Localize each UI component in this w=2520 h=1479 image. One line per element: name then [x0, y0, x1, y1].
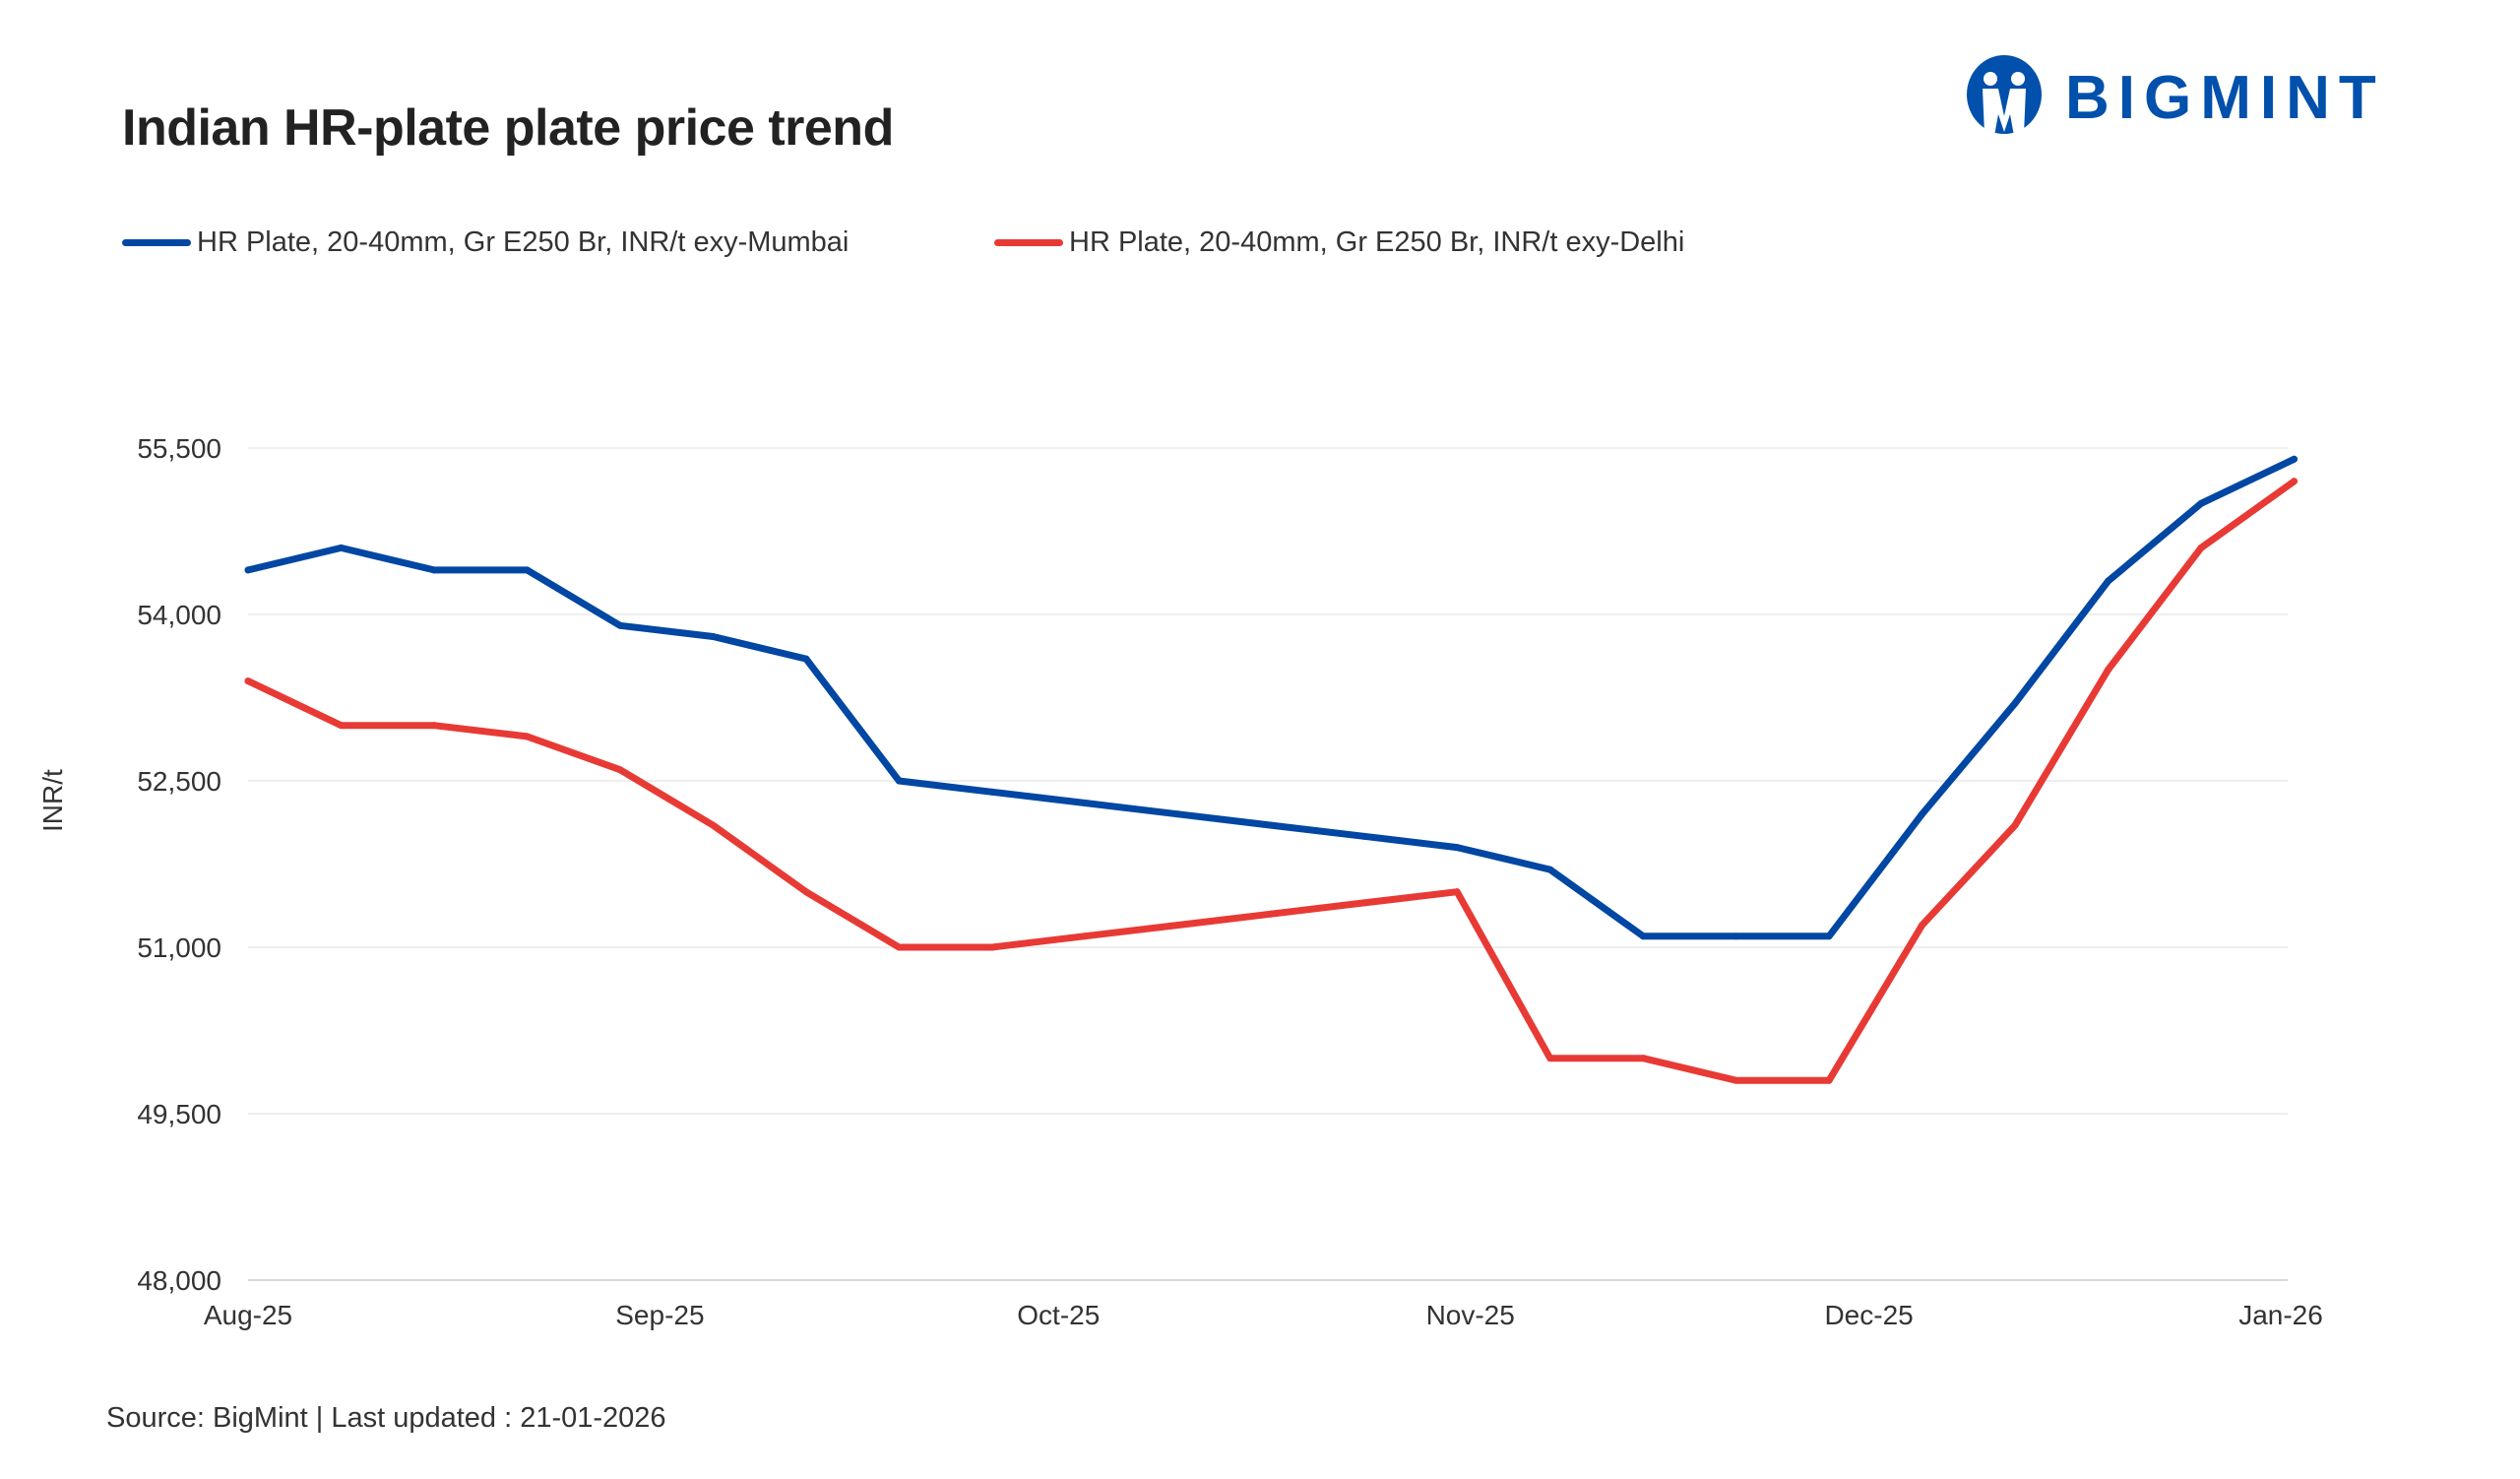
- data-point: [802, 888, 810, 896]
- data-point: [709, 821, 717, 829]
- x-tick-label: Sep-25: [615, 1300, 704, 1330]
- series-line-mumbai: [244, 455, 2298, 940]
- data-point: [1546, 866, 1554, 873]
- data-point: [430, 722, 438, 730]
- data-point: [1081, 932, 1089, 940]
- y-tick-label: 54,000: [137, 600, 221, 630]
- data-point: [2290, 478, 2298, 485]
- data-point: [430, 566, 438, 574]
- x-tick-label: Dec-25: [1824, 1300, 1913, 1330]
- y-tick-label: 49,500: [137, 1099, 221, 1129]
- legend-item-delhi[interactable]: HR Plate, 20-40mm, Gr E250 Br, INR/t exy…: [994, 226, 1684, 259]
- y-tick-label: 52,500: [137, 766, 221, 797]
- x-tick-label: Jan-26: [2238, 1300, 2323, 1330]
- bigmint-logo: BIGMINT: [1965, 55, 2385, 140]
- data-point: [616, 766, 624, 774]
- data-point: [895, 777, 903, 785]
- y-tick-label: 51,000: [137, 932, 221, 963]
- data-point: [1453, 844, 1461, 852]
- data-point: [1919, 921, 1926, 929]
- data-point: [337, 544, 345, 551]
- data-point: [895, 943, 903, 951]
- legend-label: HR Plate, 20-40mm, Gr E250 Br, INR/t exy…: [1069, 226, 1685, 258]
- x-tick-label: Oct-25: [1017, 1300, 1100, 1330]
- bigmint-logo-icon: [1967, 55, 2042, 136]
- data-point: [2197, 499, 2205, 507]
- data-point: [1360, 832, 1368, 840]
- data-point: [1639, 1055, 1647, 1062]
- data-point: [1732, 1076, 1740, 1084]
- legend-swatch: [122, 239, 191, 246]
- data-point: [709, 633, 717, 641]
- data-point: [523, 566, 531, 574]
- y-tick-label: 48,000: [137, 1265, 221, 1296]
- data-point: [988, 943, 996, 951]
- data-point: [1267, 821, 1275, 829]
- legend-label: HR Plate, 20-40mm, Gr E250 Br, INR/t exy…: [197, 226, 850, 258]
- data-point: [1732, 932, 1740, 940]
- data-point: [1360, 899, 1368, 907]
- data-point: [2105, 577, 2112, 585]
- data-point: [1174, 921, 1182, 929]
- x-tick-label: Nov-25: [1426, 1300, 1515, 1330]
- data-point: [2011, 821, 2019, 829]
- data-point: [988, 788, 996, 796]
- data-point: [1453, 888, 1461, 896]
- data-point: [802, 655, 810, 663]
- data-point: [1639, 932, 1647, 940]
- data-point: [337, 722, 345, 730]
- data-point: [244, 677, 252, 685]
- data-point: [1267, 910, 1275, 918]
- data-point: [1546, 1055, 1554, 1062]
- data-point: [2290, 455, 2298, 463]
- data-point: [2105, 666, 2112, 674]
- logo-text: BIGMINT: [2065, 63, 2385, 132]
- data-point: [1825, 1076, 1833, 1084]
- data-point: [244, 566, 252, 574]
- source-note: Source: BigMint | Last updated : 21-01-2…: [106, 1402, 666, 1434]
- data-point: [2197, 544, 2205, 551]
- legend-swatch: [994, 239, 1063, 246]
- data-point: [1174, 810, 1182, 818]
- data-point: [523, 733, 531, 740]
- data-point: [1919, 810, 1926, 818]
- data-point: [616, 621, 624, 629]
- data-point: [2011, 699, 2019, 707]
- legend-item-mumbai[interactable]: HR Plate, 20-40mm, Gr E250 Br, INR/t exy…: [122, 226, 849, 259]
- x-tick-label: Aug-25: [204, 1300, 292, 1330]
- chart-title: Indian HR-plate plate price trend: [122, 99, 894, 157]
- data-point: [1081, 800, 1089, 807]
- y-tick-label: 55,500: [137, 433, 221, 464]
- data-point: [1825, 932, 1833, 940]
